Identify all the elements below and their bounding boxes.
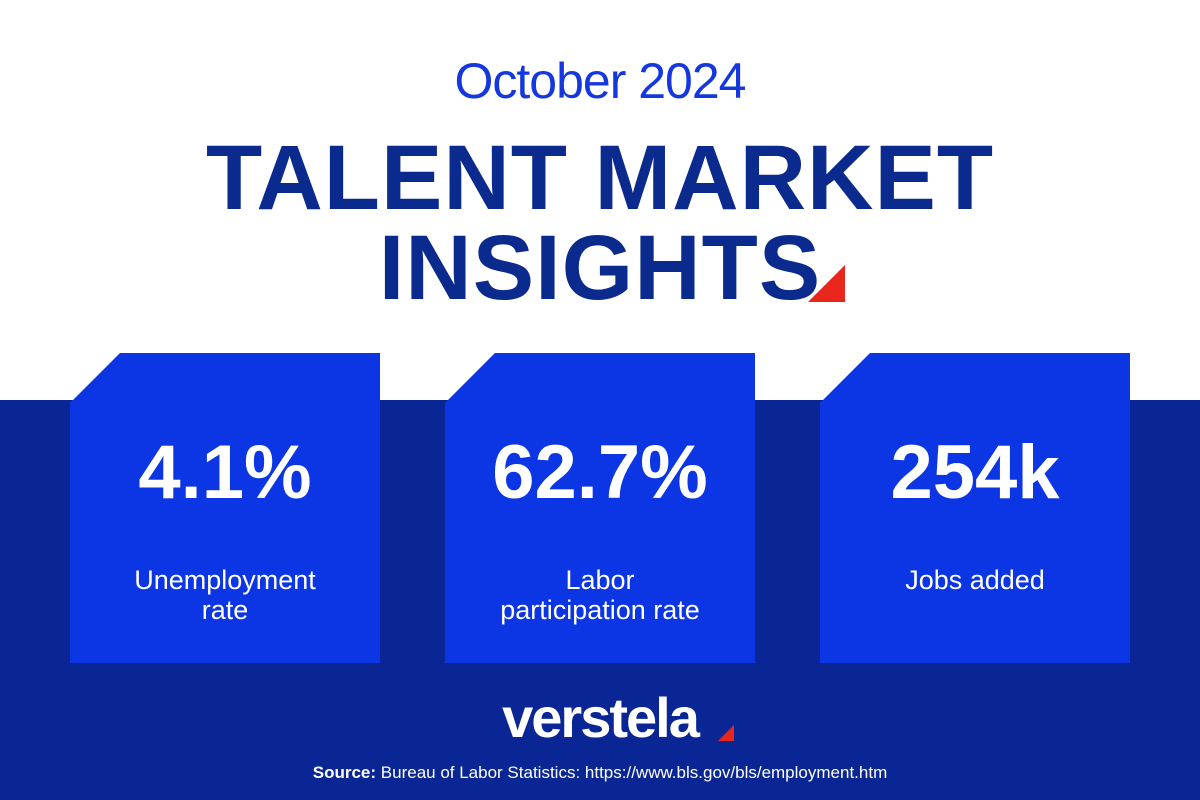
stat-card: 4.1% Unemployment rate [70, 353, 380, 663]
title: TALENT MARKET [205, 127, 995, 229]
stat-label: Labor participation rate [500, 565, 700, 625]
stat-value: 4.1% [138, 430, 312, 515]
logo: verstela [502, 686, 700, 749]
stat-label: Jobs added [905, 565, 1045, 595]
stat-value: 62.7% [492, 430, 708, 515]
stat-label: Unemployment rate [134, 565, 316, 625]
stat-card: 254k Jobs added [820, 353, 1130, 663]
subtitle: October 2024 [454, 53, 747, 109]
source-label: Source: [312, 763, 377, 782]
stat-value: 254k [890, 430, 1060, 515]
title: INSIGHTS [378, 217, 822, 319]
source-text: Bureau of Labor Statistics: https://www.… [380, 763, 888, 782]
source: Source: Bureau of Labor Statistics: http… [0, 763, 1200, 783]
stat-card: 62.7% Labor participation rate [445, 353, 755, 663]
